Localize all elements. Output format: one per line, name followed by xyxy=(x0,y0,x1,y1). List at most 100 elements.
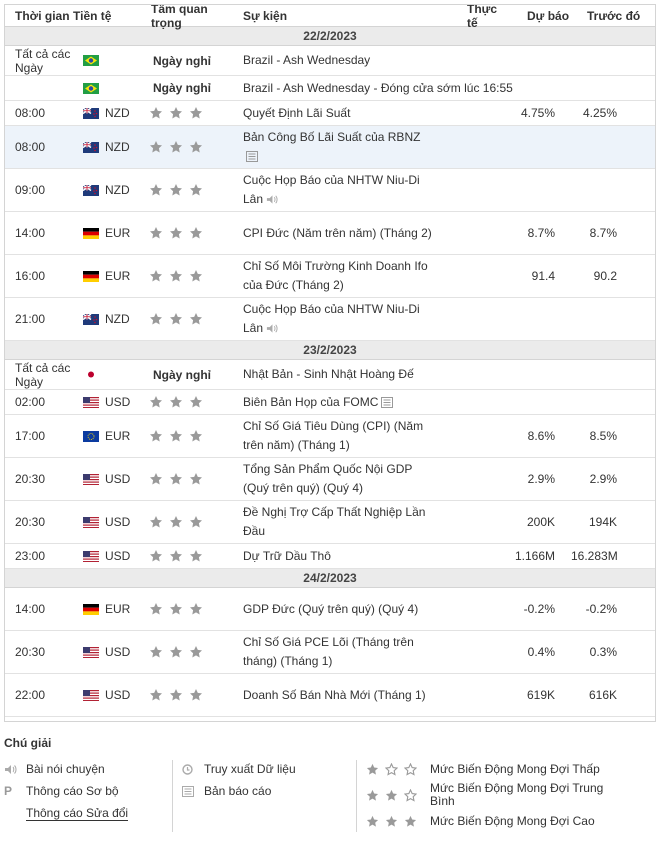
event-name[interactable]: Biên Bản Họp của FOMC xyxy=(239,393,433,412)
eu-flag-icon xyxy=(83,430,99,442)
event-name-text[interactable]: CPI Đức (Năm trên năm) (Tháng 2) xyxy=(243,225,432,240)
event-name-text[interactable]: Brazil - Ash Wednesday - Đóng cửa sớm lú… xyxy=(243,80,513,95)
header-previous[interactable]: Trước đó xyxy=(587,8,641,23)
event-row[interactable]: Tất cả các Ngày Ngày nghỉ Brazil - Ash Wed… xyxy=(5,46,655,76)
event-name-text[interactable]: Cuộc Họp Báo của NHTW Niu-Di Lân xyxy=(243,302,420,335)
event-row[interactable]: 14:00 EUR GDP Đức (Quý trên quý) (Quý 4) -0… xyxy=(5,588,655,631)
header-actual[interactable]: Thực tế xyxy=(467,4,498,30)
event-name-text[interactable]: Bản Công Bố Lãi Suất của RBNZ xyxy=(243,130,421,144)
event-forecast: 8.6% xyxy=(527,429,555,443)
usa-flag-icon xyxy=(83,396,99,408)
event-name-text[interactable]: Chỉ Số Giá PCE Lõi (Tháng trên tháng) (T… xyxy=(243,635,414,668)
event-currency: EUR xyxy=(73,226,143,240)
star-icon xyxy=(150,107,162,119)
event-name[interactable]: Bản Công Bố Lãi Suất của RBNZ xyxy=(239,128,433,166)
event-name[interactable]: Cuộc Họp Báo của NHTW Niu-Di Lân xyxy=(239,300,433,338)
event-row[interactable]: 21:00 NZD Cuộc Họp Báo của NHTW Niu-Di Lân xyxy=(5,298,655,341)
event-name-text[interactable]: Chỉ Số Giá Tiêu Dùng (CPI) (Năm trên năm… xyxy=(243,419,424,452)
legend: Chú giải Bài nói chuyện P Thông cáo Sơ b… xyxy=(4,736,656,832)
event-row[interactable]: 16:00 EUR Chỉ Số Môi Trường Kinh Doanh Ifo… xyxy=(5,255,655,298)
event-name[interactable]: GDP Đức (Quý trên quý) (Quý 4) xyxy=(239,600,433,619)
event-name[interactable]: Chỉ Số Giá Tiêu Dùng (CPI) (Năm trên năm… xyxy=(239,417,433,455)
event-row[interactable]: 20:30 USD Đề Nghị Trợ Cấp Thất Nghiệp Lần … xyxy=(5,501,655,544)
event-importance xyxy=(143,472,239,486)
header-forecast[interactable]: Dự báo xyxy=(527,8,570,23)
event-name-text[interactable]: GDP Đức (Quý trên quý) (Quý 4) xyxy=(243,601,419,616)
header-time[interactable]: Thời gian xyxy=(15,8,70,23)
event-row[interactable]: 17:00 EUR Chỉ Số Giá Tiêu Dùng (CPI) (Năm … xyxy=(5,415,655,458)
one-star-icon xyxy=(366,762,430,776)
event-time: 21:00 xyxy=(15,312,46,326)
event-forecast: 0.4% xyxy=(527,645,555,659)
event-row[interactable]: 23:00 USD Dự Trữ Dầu Thô 1.166M 16.283M xyxy=(5,544,655,569)
event-previous: 2.9% xyxy=(589,472,617,486)
event-row[interactable]: Ngày nghỉ Brazil - Ash Wednesday - Đóng c… xyxy=(5,76,655,101)
event-name-text[interactable]: Cuộc Họp Báo của NHTW Niu-Di Lân xyxy=(243,173,420,206)
header-currency[interactable]: Tiền tệ xyxy=(73,8,112,23)
star-icon xyxy=(385,789,398,801)
event-importance xyxy=(143,106,239,120)
speaker-icon[interactable] xyxy=(266,323,278,334)
event-name-text[interactable]: Chỉ Số Môi Trường Kinh Doanh Ifo của Đức… xyxy=(243,259,428,292)
event-previous: 616K xyxy=(588,688,617,702)
currency-code: EUR xyxy=(105,429,131,443)
event-name-text[interactable]: Tổng Sản Phẩm Quốc Nội GDP (Quý trên quý… xyxy=(243,462,413,495)
star-icon xyxy=(190,141,202,153)
star-icon xyxy=(366,763,379,775)
event-name-text[interactable]: Nhật Bản - Sinh Nhật Hoàng Đế xyxy=(243,367,414,381)
legend-col-release-types: Bài nói chuyện P Thông cáo Sơ bộ Thông c… xyxy=(4,758,164,824)
event-name-text[interactable]: Brazil - Ash Wednesday xyxy=(243,53,371,67)
legend-revised: Thông cáo Sửa đổi xyxy=(4,802,164,824)
event-name[interactable]: Quyết Định Lãi Suất xyxy=(239,104,433,123)
legend-col-volatility: Mức Biến Động Mong Đợi Thấp Mức Biến Độn… xyxy=(366,758,626,832)
event-importance xyxy=(143,226,239,240)
event-name[interactable]: Cuộc Họp Báo của NHTW Niu-Di Lân xyxy=(239,171,433,209)
event-importance xyxy=(143,515,239,529)
star-icon xyxy=(150,396,162,408)
germany-flag-icon xyxy=(83,227,99,239)
event-row[interactable]: 20:30 USD Chỉ Số Giá PCE Lõi (Tháng trên t… xyxy=(5,631,655,674)
event-name[interactable]: Nhật Bản - Sinh Nhật Hoàng Đế xyxy=(239,365,433,384)
doc-icon[interactable] xyxy=(381,396,394,408)
event-row[interactable]: Tất cả các Ngày Ngày nghỉ Nhật Bản - Sinh … xyxy=(5,360,655,390)
three-star-icon xyxy=(366,815,430,828)
event-row[interactable]: 08:00 NZD Quyết Định Lãi Suất 4.75% 4.25% xyxy=(5,101,655,126)
event-row[interactable]: 14:00 EUR CPI Đức (Năm trên năm) (Tháng 2)… xyxy=(5,212,655,255)
event-name[interactable]: Brazil - Ash Wednesday xyxy=(239,51,433,70)
event-row[interactable]: 20:30 USD Tổng Sản Phẩm Quốc Nội GDP (Quý … xyxy=(5,458,655,501)
header-event[interactable]: Sự kiện xyxy=(243,8,288,23)
event-row[interactable]: 09:00 NZD Cuộc Họp Báo của NHTW Niu-Di Lân xyxy=(5,169,655,212)
event-importance xyxy=(143,602,239,616)
legend-preliminary-label: Thông cáo Sơ bộ xyxy=(26,784,119,798)
star-icon xyxy=(150,689,162,701)
event-name[interactable]: Chỉ Số Giá PCE Lõi (Tháng trên tháng) (T… xyxy=(239,633,433,671)
event-currency: EUR xyxy=(73,269,143,283)
speaker-icon[interactable] xyxy=(266,194,278,205)
event-previous: 90.2 xyxy=(593,269,617,283)
event-name[interactable]: Tổng Sản Phẩm Quốc Nội GDP (Quý trên quý… xyxy=(239,460,433,498)
event-name-text[interactable]: Đề Nghị Trợ Cấp Thất Nghiệp Lần Đầu xyxy=(243,505,426,538)
event-name[interactable]: Doanh Số Bán Nhà Mới (Tháng 1) xyxy=(239,686,433,705)
star-icon xyxy=(150,516,162,528)
event-row[interactable]: 22:00 USD Doanh Số Bán Nhà Mới (Tháng 1) 61… xyxy=(5,674,655,717)
event-name[interactable]: Đề Nghị Trợ Cấp Thất Nghiệp Lần Đầu xyxy=(239,503,433,541)
event-name-text[interactable]: Doanh Số Bán Nhà Mới (Tháng 1) xyxy=(243,687,426,702)
header-importance[interactable]: Tầm quan trọng xyxy=(151,4,208,30)
event-currency: USD xyxy=(73,515,143,529)
event-name[interactable]: CPI Đức (Năm trên năm) (Tháng 2) xyxy=(239,224,433,243)
event-name[interactable]: Brazil - Ash Wednesday - Đóng cửa sớm lú… xyxy=(239,79,655,98)
currency-code: USD xyxy=(105,645,131,659)
event-row[interactable]: 08:00 NZD Bản Công Bố Lãi Suất của RBNZ xyxy=(5,126,655,169)
event-row[interactable]: 02:00 USD Biên Bản Họp của FOMC xyxy=(5,390,655,415)
doc-icon[interactable] xyxy=(246,151,258,163)
event-previous: 8.7% xyxy=(589,226,617,240)
date-separator: 23/2/2023 xyxy=(5,341,655,360)
star-outline-icon xyxy=(385,762,398,776)
event-name-text[interactable]: Dự Trữ Dầu Thô xyxy=(243,548,331,563)
event-name-text[interactable]: Quyết Định Lãi Suất xyxy=(243,105,351,120)
event-name[interactable]: Dự Trữ Dầu Thô xyxy=(239,547,433,566)
event-name[interactable]: Chỉ Số Môi Trường Kinh Doanh Ifo của Đức… xyxy=(239,257,433,295)
event-forecast: 91.4 xyxy=(531,269,555,283)
event-importance xyxy=(143,688,239,702)
event-name-text[interactable]: Biên Bản Họp của FOMC xyxy=(243,394,379,409)
